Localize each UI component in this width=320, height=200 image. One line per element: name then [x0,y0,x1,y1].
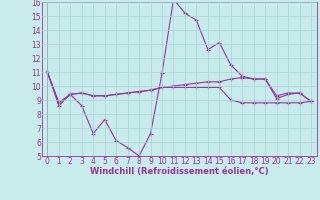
X-axis label: Windchill (Refroidissement éolien,°C): Windchill (Refroidissement éolien,°C) [90,167,268,176]
